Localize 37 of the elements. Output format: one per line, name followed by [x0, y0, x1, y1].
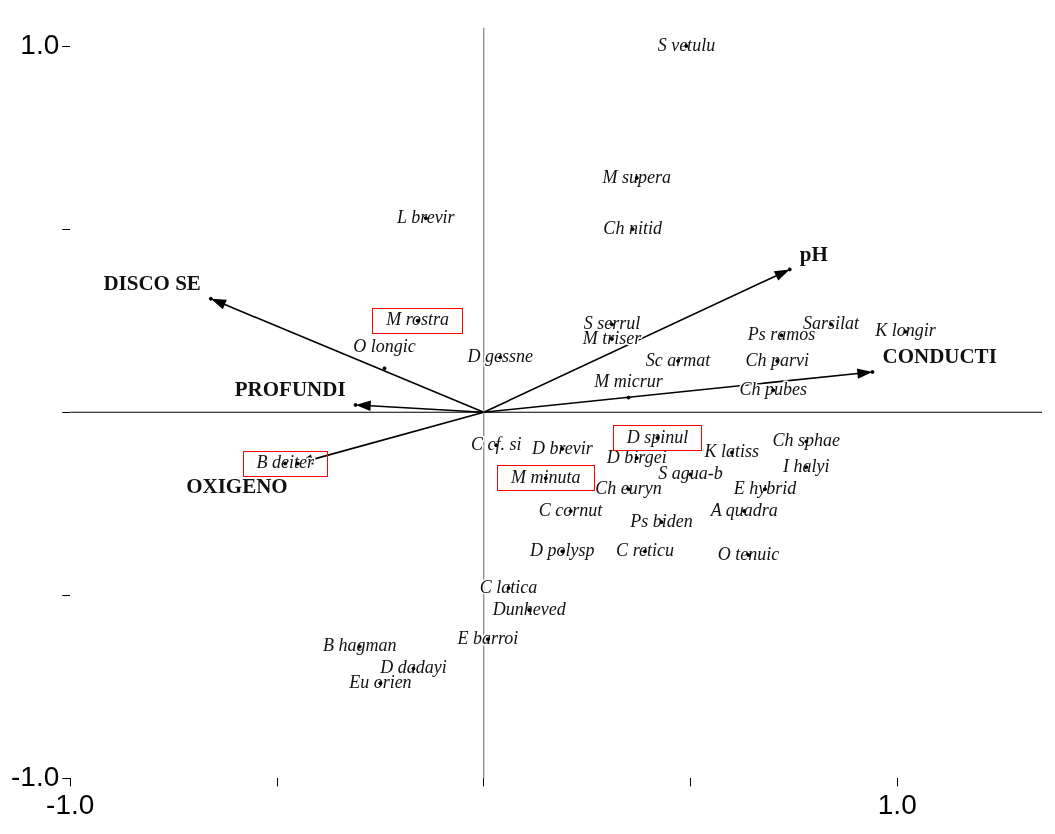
- annotation: M minuta: [510, 466, 581, 487]
- annotation: Ch sphae: [772, 430, 841, 451]
- annotation: D brevir: [530, 437, 594, 458]
- annotation: pH: [799, 241, 828, 266]
- annotation: Ch nitid: [603, 217, 663, 238]
- annotation: I halyi: [782, 455, 830, 476]
- annotation: A quadra: [709, 499, 778, 520]
- annotation: K latiss: [703, 441, 760, 462]
- annotation: B deiter: [256, 452, 316, 473]
- annotation: L brevir: [396, 206, 456, 227]
- annotation: Ps biden: [629, 510, 693, 531]
- annotation: Ch parvi: [745, 349, 810, 370]
- annotation: DISCO SE: [103, 271, 201, 296]
- annotation: S agua-b: [658, 463, 723, 484]
- annotation: CONDUCTI: [882, 344, 997, 369]
- annotation: PROFUNDI: [234, 377, 346, 402]
- annotation: C cf. si: [470, 433, 522, 454]
- annotation: D polysp: [529, 540, 595, 561]
- annotation: OXIGENO: [186, 473, 288, 498]
- annotation: M rostra: [385, 309, 450, 330]
- annotation: C reticu: [616, 540, 674, 561]
- annotation: E barroi: [456, 628, 519, 648]
- annotation: D gessne: [466, 346, 534, 367]
- annotation: Sc armat: [645, 349, 712, 370]
- annotation: S vetulu: [657, 34, 716, 55]
- annotation: B hagman: [322, 635, 397, 656]
- annotation: O longic: [353, 335, 416, 356]
- annotation: E hybrid: [732, 477, 798, 498]
- annotation: Ch pubes: [739, 379, 807, 400]
- annotation: C latica: [479, 576, 538, 597]
- annotation: O tenuic: [717, 543, 780, 564]
- annotation: M supera: [601, 166, 672, 187]
- annotation: Dunheved: [491, 598, 567, 619]
- annotation: C cornut: [538, 499, 604, 520]
- annotation: M micrur: [593, 371, 664, 392]
- annotation: K longir: [874, 320, 937, 341]
- annotation: D spinul: [625, 426, 689, 447]
